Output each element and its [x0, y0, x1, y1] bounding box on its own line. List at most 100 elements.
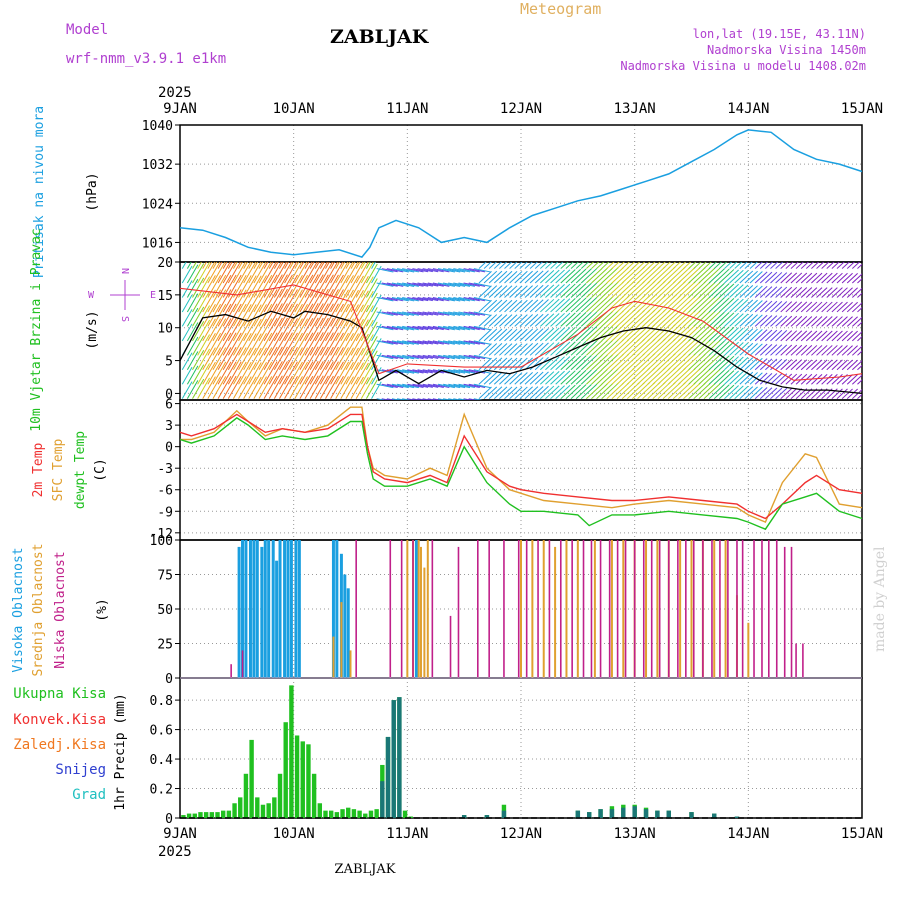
wind-barb: [417, 369, 433, 374]
wind-barb: [642, 266, 661, 284]
precip-legend-item: Konvek.Kisa: [13, 712, 106, 728]
wind-barb: [529, 313, 544, 327]
wind-barb: [340, 361, 354, 385]
wind-barb: [586, 282, 603, 298]
wind-barb: [729, 298, 744, 313]
wind-barb: [407, 268, 424, 273]
wind-barb: [841, 301, 853, 313]
wind-barb: [662, 262, 671, 269]
wind-barb: [386, 311, 404, 316]
precip-bar: [712, 813, 717, 818]
wind-barb: [765, 271, 778, 284]
wind-barb: [626, 382, 645, 400]
cloud-bar: [248, 540, 252, 678]
wind-barb: [713, 297, 730, 313]
wind-barb: [800, 301, 813, 313]
y-tick-label: 0.6: [150, 724, 173, 739]
wind-barb: [821, 301, 833, 313]
wind-barb: [263, 332, 278, 356]
wind-barb: [775, 286, 788, 298]
cloud-bar: [525, 540, 528, 678]
wind-barb: [360, 262, 374, 284]
wind-barb: [703, 282, 721, 298]
wind-barb: [243, 347, 257, 371]
cloud-bar: [711, 540, 713, 678]
wind-barb: [846, 287, 858, 298]
wind-barb: [263, 262, 277, 284]
wind-barb: [514, 314, 528, 327]
wind-barb: [273, 288, 288, 313]
wind-barb: [402, 340, 419, 345]
wind-barb: [729, 262, 738, 269]
wind-barb: [238, 347, 252, 371]
wind-barb: [545, 385, 560, 400]
wind-barb: [514, 262, 523, 269]
wind-barb: [458, 325, 475, 331]
wind-barb: [499, 285, 513, 298]
wind-barb: [811, 330, 823, 342]
wind-barb: [212, 376, 227, 399]
wind-barb: [273, 346, 288, 371]
wind-barb: [708, 384, 725, 400]
wind-barb: [851, 360, 862, 371]
wind-barb: [800, 287, 813, 298]
wind-barb: [795, 287, 808, 298]
wind-barb: [345, 347, 359, 371]
wind-barb: [181, 352, 193, 371]
wind-barb: [662, 338, 681, 356]
wind-barb: [437, 340, 455, 345]
wind-barb: [258, 262, 264, 269]
wind-barb: [248, 318, 262, 342]
wind-barb: [360, 377, 374, 399]
wind-barb: [468, 325, 486, 331]
wind-barb: [575, 340, 592, 356]
wind-barb: [299, 375, 314, 399]
cloud-bar: [400, 540, 403, 678]
wind-barb: [545, 269, 560, 284]
wind-barb: [524, 270, 539, 284]
wind-barb: [463, 325, 480, 331]
wind-barb: [217, 376, 232, 399]
wind-barb: [253, 262, 267, 284]
wind-barb: [785, 359, 798, 371]
wind-barb: [703, 325, 721, 342]
wind-barb: [407, 383, 424, 388]
wind-barb: [821, 316, 833, 327]
wind-barb: [800, 316, 813, 327]
wind-barb: [596, 339, 614, 356]
wind-barb: [289, 303, 303, 327]
wind-barb: [683, 310, 701, 327]
wind-barb: [524, 386, 539, 400]
wind-barb: [729, 342, 744, 356]
wind-barb: [376, 268, 394, 273]
wind-barb: [606, 353, 624, 371]
wind-barb: [539, 270, 555, 284]
cloud-bar: [417, 540, 420, 678]
wind-barb: [243, 304, 257, 327]
wind-barb: [836, 316, 848, 327]
wind-barb: [790, 301, 803, 313]
wind-barb: [227, 303, 242, 327]
wind-barb: [284, 318, 298, 342]
wind-barb: [443, 383, 461, 389]
wind-barb: [601, 267, 619, 284]
wind-barb: [800, 262, 809, 269]
wind-barb: [790, 315, 803, 327]
wind-barb: [386, 325, 404, 331]
wind-barb: [319, 317, 334, 342]
cloud-bar: [517, 540, 520, 678]
wind-barb: [683, 281, 701, 298]
wind-barb: [355, 275, 369, 298]
y-tick-label: 25: [157, 638, 173, 653]
cloud-bar: [289, 540, 293, 678]
wind-barb: [202, 262, 216, 284]
wind-barb: [662, 382, 681, 400]
wind-barb: [662, 266, 681, 284]
wind-barb: [759, 271, 773, 284]
precip-legend-item: Snijeg: [55, 762, 106, 778]
wind-barb: [473, 398, 483, 400]
wind-barb: [504, 262, 513, 269]
wind-barb: [570, 369, 587, 385]
wind-barb: [857, 292, 862, 298]
wind-barb: [192, 277, 205, 298]
